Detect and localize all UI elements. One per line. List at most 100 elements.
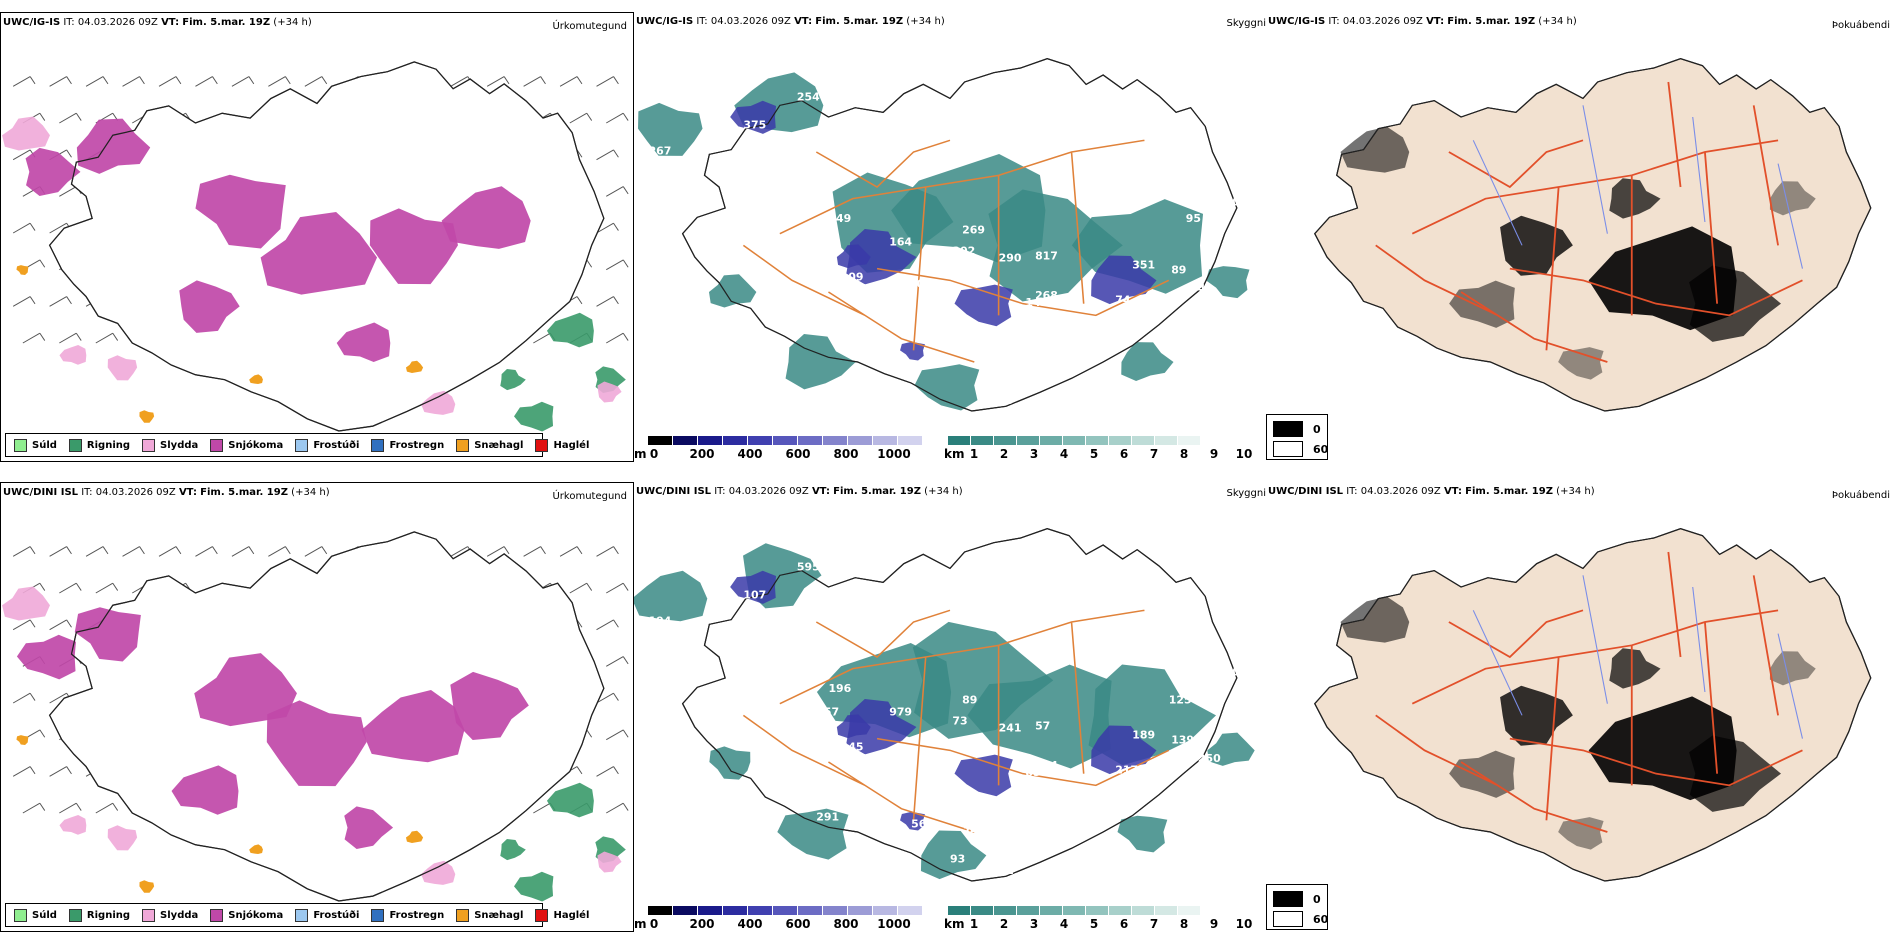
- legend-label: Slydda: [160, 909, 199, 921]
- visibility-km-colorbar-cell: [1086, 906, 1109, 915]
- visibility-km-colorbar-cell: [1040, 436, 1063, 445]
- fog-legend-item: 0: [1273, 891, 1321, 907]
- reduced-visibility-area: [1205, 266, 1250, 299]
- lead-time: (+34 h): [1556, 486, 1595, 497]
- fog-indicator-panel: UWC/IG-IS IT: 04.03.2026 09Z VT: Fim. 5.…: [1266, 12, 1900, 462]
- visibility-km-colorbar-cell: [971, 436, 994, 445]
- visibility-value-label: 143: [1025, 296, 1048, 309]
- snow-area: [344, 806, 394, 850]
- visibility-km-tick: 1: [969, 447, 979, 461]
- sleet-area: [597, 381, 622, 403]
- visibility-km-tick: 8: [1179, 917, 1189, 931]
- valid-time-value: Fim. 5.mar. 19Z: [182, 17, 271, 28]
- sleet-area: [421, 390, 456, 415]
- visibility-value-label: 267: [649, 145, 672, 158]
- visibility-value-label: 266: [816, 236, 839, 249]
- init-time-value: 04.03.2026 09Z: [710, 16, 791, 27]
- visibility-m-colorbar-cell: [698, 906, 723, 915]
- visibility-value-label: 194: [649, 615, 672, 628]
- snow-area: [266, 700, 367, 787]
- visibility-km-tick: 8: [1179, 447, 1189, 461]
- visibility-m-colorbar-cell: [723, 436, 748, 445]
- legend-label: Snæhagl: [474, 439, 524, 451]
- visibility-km-tick: 1: [969, 917, 979, 931]
- visibility-value-label: 250: [1198, 752, 1221, 765]
- reduced-visibility-area: [638, 102, 703, 156]
- reduced-visibility-area: [967, 664, 1112, 769]
- visibility-value-label: 62: [1052, 327, 1067, 340]
- valid-time-label: VT:: [161, 17, 180, 28]
- panel-title: Þokuábendi: [1831, 20, 1890, 31]
- panel-header: UWC/IG-IS IT: 04.03.2026 09Z VT: Fim. 5.…: [3, 17, 312, 28]
- legend-swatch: [535, 438, 549, 452]
- snow-area: [260, 211, 378, 295]
- visibility-value-label: 291: [816, 811, 839, 824]
- visibility-value-label: 231: [1052, 797, 1075, 810]
- iceland-coastline: [1314, 528, 1872, 882]
- visibility-m-tick: 200: [689, 447, 715, 461]
- visibility-m-tick: 400: [737, 447, 763, 461]
- snow-area: [16, 634, 76, 680]
- visibility-value-label: 55: [1142, 299, 1157, 312]
- visibility-km-colorbar-cell: [1132, 906, 1155, 915]
- snow-pellets-area: [249, 844, 263, 854]
- reduced-visibility-area: [634, 570, 708, 622]
- sleet-area: [421, 860, 456, 885]
- visibility-km-colorbar: [948, 436, 1201, 445]
- visibility-value-label: 305: [1225, 196, 1248, 209]
- visibility-value-label: 291: [680, 636, 703, 649]
- precip-legend: Súld Rigning Slydda Snjókoma Frostúði Fr…: [5, 903, 589, 927]
- visibility-km-colorbar-cell: [1178, 436, 1201, 445]
- visibility-m-colorbar-cell: [648, 906, 673, 915]
- legend-swatch: [535, 908, 549, 922]
- legend-swatch: [14, 908, 27, 922]
- visibility-value-label: 82: [999, 864, 1014, 877]
- legend-item: Frostregn: [371, 438, 444, 452]
- visibility-value-label: 979: [889, 706, 912, 719]
- valid-time-value: Fim. 5.mar. 19Z: [1447, 16, 1536, 27]
- visibility-km-tick: 5: [1089, 917, 1099, 931]
- snow-area: [195, 174, 286, 249]
- fog-legend-swatch: [1273, 911, 1303, 927]
- precip-type-panel: UWC/DINI ISL IT: 04.03.2026 09Z VT: Fim.…: [0, 482, 634, 932]
- visibility-value-label: 85: [1025, 766, 1040, 779]
- visibility-m-colorbar-cell: [873, 906, 898, 915]
- visibility-km-tick: 10: [1235, 917, 1253, 931]
- legend-item: Rigning: [68, 438, 130, 452]
- visibility-value-label: 90: [1225, 666, 1240, 679]
- visibility-value-label: 88: [1200, 664, 1215, 677]
- legend-swatch: [371, 908, 385, 922]
- valid-time-value: Fim. 5.mar. 19Z: [833, 486, 921, 497]
- fog-indicator-area: [1769, 651, 1816, 686]
- visibility-m-colorbar-cell: [723, 906, 748, 915]
- fog-legend-item: 60: [1273, 441, 1328, 457]
- reduced-visibility-area: [914, 364, 980, 411]
- model-name: UWC/DINI ISL: [3, 487, 79, 498]
- rain-area: [514, 401, 554, 432]
- legend-swatch: [456, 438, 470, 452]
- visibility-km-colorbar-cell: [1017, 906, 1040, 915]
- visibility-km-colorbar-cell: [1155, 906, 1178, 915]
- visibility-value-label: 95: [1186, 212, 1201, 225]
- visibility-m-tick: 1000: [877, 917, 911, 931]
- legend-item: Snæhagl: [456, 438, 524, 452]
- rain-area: [546, 782, 594, 818]
- visibility-value-label: 57: [1115, 320, 1130, 333]
- visibility-m-tick: 200: [689, 917, 715, 931]
- visibility-km-tick: 3: [1029, 917, 1039, 931]
- visibility-m-colorbar-cell: [873, 436, 898, 445]
- precip-map: [2, 61, 629, 432]
- iceland-coastline: [1314, 58, 1872, 412]
- lead-time: (+34 h): [924, 486, 963, 497]
- reduced-visibility-area: [1207, 732, 1255, 766]
- valid-time-label: VT:: [178, 487, 197, 498]
- visibility-km-tick: 3: [1029, 447, 1039, 461]
- low-visibility-area: [900, 812, 925, 831]
- road-network: [742, 609, 1170, 833]
- legend-label: Frostúði: [313, 909, 360, 921]
- iceland-coastline: [681, 528, 1238, 882]
- visibility-value-label: 351: [1132, 259, 1155, 272]
- visibility-value-label: 109: [841, 271, 864, 284]
- visibility-km-tick: 4: [1059, 917, 1069, 931]
